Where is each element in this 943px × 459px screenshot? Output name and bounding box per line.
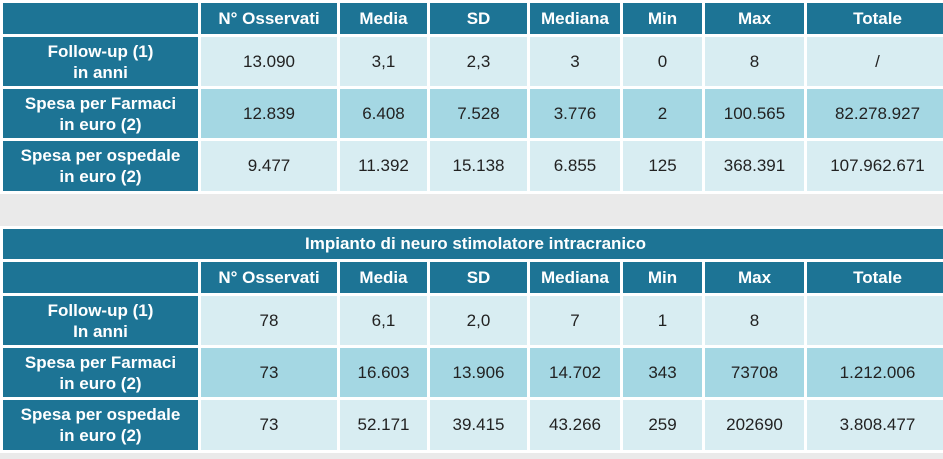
cell-n-osservati: 73 (201, 348, 337, 397)
cell-sd: 7.528 (430, 89, 527, 138)
cell-max: 8 (705, 296, 804, 345)
cell-max: 202690 (705, 400, 804, 450)
table-row: Follow-up (1) in anni 13.090 3,1 2,3 3 0 … (3, 37, 943, 86)
header-corner (3, 262, 198, 293)
cell-min: 1 (623, 296, 702, 345)
cell-n-osservati: 13.090 (201, 37, 337, 86)
cell-totale: 3.808.477 (807, 400, 943, 450)
title-row: Impianto di neuro stimolatore intracrani… (3, 229, 943, 259)
header-sd: SD (430, 262, 527, 293)
cell-mediana: 7 (530, 296, 620, 345)
table-row: Spesa per ospedale in euro (2) 9.477 11.3… (3, 141, 943, 191)
cell-mediana: 43.266 (530, 400, 620, 450)
header-sd: SD (430, 3, 527, 34)
cell-totale (807, 296, 943, 345)
cell-n-osservati: 73 (201, 400, 337, 450)
header-row: N° Osservati Media SD Mediana Min Max To… (3, 262, 943, 293)
cell-sd: 39.415 (430, 400, 527, 450)
header-row: N° Osservati Media SD Mediana Min Max To… (3, 3, 943, 34)
header-corner (3, 3, 198, 34)
cell-totale: 82.278.927 (807, 89, 943, 138)
header-max: Max (705, 262, 804, 293)
cell-n-osservati: 78 (201, 296, 337, 345)
header-min: Min (623, 3, 702, 34)
header-n-osservati: N° Osservati (201, 3, 337, 34)
cell-n-osservati: 9.477 (201, 141, 337, 191)
header-min: Min (623, 262, 702, 293)
row-label: Spesa per Farmaci in euro (2) (3, 348, 198, 397)
cell-sd: 2,0 (430, 296, 527, 345)
cell-mediana: 14.702 (530, 348, 620, 397)
cell-media: 3,1 (340, 37, 427, 86)
cell-min: 0 (623, 37, 702, 86)
cell-media: 16.603 (340, 348, 427, 397)
cell-min: 2 (623, 89, 702, 138)
cell-max: 368.391 (705, 141, 804, 191)
cell-media: 6.408 (340, 89, 427, 138)
cell-sd: 15.138 (430, 141, 527, 191)
cell-mediana: 6.855 (530, 141, 620, 191)
header-n-osservati: N° Osservati (201, 262, 337, 293)
cell-n-osservati: 12.839 (201, 89, 337, 138)
cell-min: 125 (623, 141, 702, 191)
header-mediana: Mediana (530, 262, 620, 293)
row-label: Follow-up (1) In anni (3, 296, 198, 345)
stats-table-1: N° Osservati Media SD Mediana Min Max To… (0, 0, 943, 194)
row-label: Spesa per Farmaci in euro (2) (3, 89, 198, 138)
cell-max: 73708 (705, 348, 804, 397)
cell-sd: 13.906 (430, 348, 527, 397)
row-label: Follow-up (1) in anni (3, 37, 198, 86)
table-row: Follow-up (1) In anni 78 6,1 2,0 7 1 8 (3, 296, 943, 345)
stats-table-2: Impianto di neuro stimolatore intracrani… (0, 226, 943, 453)
row-label: Spesa per ospedale in euro (2) (3, 400, 198, 450)
cell-max: 8 (705, 37, 804, 86)
cell-min: 343 (623, 348, 702, 397)
header-mediana: Mediana (530, 3, 620, 34)
table-row: Spesa per ospedale in euro (2) 73 52.171 … (3, 400, 943, 450)
cell-sd: 2,3 (430, 37, 527, 86)
table-row: Spesa per Farmaci in euro (2) 73 16.603 1… (3, 348, 943, 397)
table-row: Spesa per Farmaci in euro (2) 12.839 6.40… (3, 89, 943, 138)
cell-min: 259 (623, 400, 702, 450)
cell-totale: 107.962.671 (807, 141, 943, 191)
cell-totale: / (807, 37, 943, 86)
header-media: Media (340, 3, 427, 34)
header-totale: Totale (807, 3, 943, 34)
header-media: Media (340, 262, 427, 293)
cell-media: 52.171 (340, 400, 427, 450)
cell-media: 11.392 (340, 141, 427, 191)
header-max: Max (705, 3, 804, 34)
cell-totale: 1.212.006 (807, 348, 943, 397)
row-label: Spesa per ospedale in euro (2) (3, 141, 198, 191)
table-title: Impianto di neuro stimolatore intracrani… (3, 229, 943, 259)
cell-max: 100.565 (705, 89, 804, 138)
cell-mediana: 3 (530, 37, 620, 86)
cell-media: 6,1 (340, 296, 427, 345)
cell-mediana: 3.776 (530, 89, 620, 138)
header-totale: Totale (807, 262, 943, 293)
